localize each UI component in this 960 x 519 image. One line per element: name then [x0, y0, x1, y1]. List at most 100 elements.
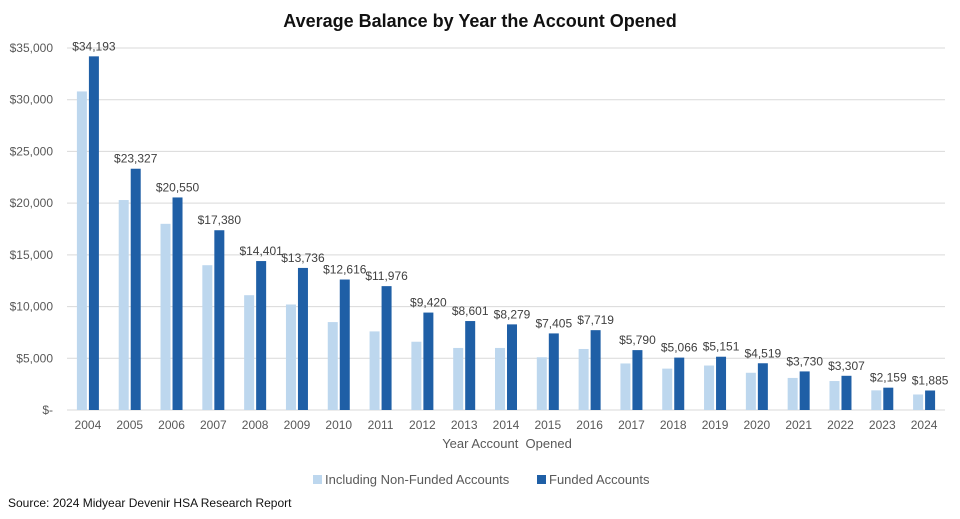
- x-tick-label: 2016: [576, 418, 603, 432]
- x-tick-label: 2020: [744, 418, 771, 432]
- x-tick-label: 2014: [493, 418, 520, 432]
- data-label-2020: $4,519: [745, 346, 782, 360]
- x-tick-label: 2011: [368, 418, 394, 432]
- bar-nonfunded-2013: [453, 347, 464, 410]
- bar-nonfunded-2012: [411, 341, 422, 410]
- x-tick-label: 2004: [75, 418, 102, 432]
- bar-nonfunded-2006: [160, 223, 171, 410]
- bar-nonfunded-2004: [76, 91, 87, 410]
- bar-funded-2020: [757, 363, 768, 410]
- gridlines: [67, 47, 945, 411]
- y-tick-label: $30,000: [10, 93, 54, 107]
- data-label-2010: $12,616: [323, 263, 367, 277]
- x-tick-label: 2021: [785, 418, 812, 432]
- x-tick-label: 2005: [116, 418, 143, 432]
- data-label-2017: $5,790: [619, 333, 656, 347]
- bar-funded-2016: [590, 330, 601, 410]
- bar-nonfunded-2007: [202, 265, 213, 410]
- data-label-2021: $3,730: [786, 354, 823, 368]
- bar-funded-2005: [130, 168, 141, 410]
- bar-funded-2018: [674, 357, 685, 410]
- x-axis-ticks: 2004 2005 2006 2007 2008 2009 2010 2011 2012 2013…: [75, 418, 938, 432]
- y-tick-label: $20,000: [10, 196, 54, 210]
- y-axis-ticks: $- $5,000 $10,000 $15,000 $20,000 $25,000 $30,…: [10, 41, 54, 417]
- data-label-2015: $7,405: [535, 316, 572, 330]
- bar-nonfunded-2024: [913, 394, 924, 410]
- legend-swatch-1: [537, 475, 546, 484]
- x-axis-label: Year Account Opened: [442, 436, 572, 451]
- bar-funded-2006: [172, 197, 183, 410]
- x-tick-label: 2012: [409, 418, 436, 432]
- bar-nonfunded-2023: [871, 390, 882, 410]
- y-tick-label: $25,000: [10, 144, 54, 158]
- legend-swatch-0: [313, 475, 322, 484]
- bar-nonfunded-2005: [118, 200, 129, 410]
- legend-label-1: Funded Accounts: [549, 472, 650, 487]
- data-label-2016: $7,719: [577, 313, 614, 327]
- x-tick-label: 2024: [911, 418, 938, 432]
- x-tick-label: 2019: [702, 418, 729, 432]
- bar-funded-2008: [256, 261, 267, 410]
- bar-funded-2019: [716, 356, 727, 410]
- data-label-2024: $1,885: [912, 374, 949, 388]
- bar-funded-2012: [423, 312, 434, 410]
- bar-nonfunded-2022: [829, 381, 840, 410]
- x-tick-label: 2006: [158, 418, 185, 432]
- y-tick-label: $5,000: [16, 351, 53, 365]
- bar-nonfunded-2008: [244, 295, 255, 410]
- data-label-2022: $3,307: [828, 359, 865, 373]
- bar-funded-2017: [632, 350, 643, 410]
- data-label-2005: $23,327: [114, 152, 158, 166]
- bar-funded-2007: [214, 230, 225, 410]
- data-label-2019: $5,151: [703, 340, 740, 354]
- bar-funded-2024: [925, 390, 936, 410]
- source-note: Source: 2024 Midyear Devenir HSA Researc…: [8, 496, 292, 510]
- bar-nonfunded-2016: [578, 348, 589, 410]
- data-label-2011: $11,976: [365, 269, 408, 283]
- x-tick-label: 2018: [660, 418, 687, 432]
- data-label-2013: $8,601: [452, 304, 489, 318]
- legend: Including Non-Funded Accounts Funded Acco…: [313, 472, 650, 487]
- bar-funded-2009: [297, 267, 308, 410]
- bar-nonfunded-2020: [745, 372, 756, 410]
- bar-funded-2023: [883, 387, 894, 410]
- data-label-2012: $9,420: [410, 296, 447, 310]
- bar-funded-2022: [841, 375, 852, 410]
- bar-nonfunded-2021: [787, 377, 798, 410]
- bar-nonfunded-2018: [662, 368, 673, 410]
- bar-funded-2011: [381, 286, 392, 410]
- x-tick-label: 2007: [200, 418, 227, 432]
- y-tick-label: $10,000: [10, 300, 54, 314]
- x-tick-label: 2017: [618, 418, 645, 432]
- bar-nonfunded-2017: [620, 363, 631, 410]
- y-tick-label: $35,000: [10, 41, 54, 55]
- bars: [76, 56, 936, 411]
- x-tick-label: 2023: [869, 418, 896, 432]
- data-label-2006: $20,550: [156, 180, 200, 194]
- x-tick-label: 2008: [242, 418, 269, 432]
- bar-nonfunded-2010: [327, 322, 338, 410]
- bar-funded-2021: [799, 371, 810, 410]
- bar-funded-2010: [339, 279, 350, 410]
- data-label-2008: $14,401: [239, 244, 283, 258]
- y-tick-label: $-: [42, 403, 53, 417]
- bar-funded-2004: [88, 56, 99, 411]
- data-labels: $34,193 $23,327 $20,550 $17,380 $14,401$13,7…: [72, 39, 949, 387]
- x-tick-label: 2022: [827, 418, 854, 432]
- x-tick-label: 2010: [325, 418, 352, 432]
- bar-nonfunded-2014: [495, 347, 505, 410]
- data-label-2004: $34,193: [72, 39, 116, 53]
- data-label-2009: $13,736: [281, 251, 325, 265]
- bar-nonfunded-2015: [536, 357, 547, 410]
- y-tick-label: $15,000: [10, 248, 54, 262]
- data-label-2018: $5,066: [661, 341, 698, 355]
- x-tick-label: 2013: [451, 418, 478, 432]
- x-tick-label: 2009: [284, 418, 311, 432]
- x-tick-label: 2015: [534, 418, 561, 432]
- bar-nonfunded-2019: [704, 365, 715, 410]
- data-label-2023: $2,159: [870, 371, 907, 385]
- data-label-2014: $8,279: [494, 307, 531, 321]
- chart-title: Average Balance by Year the Account Open…: [283, 11, 676, 31]
- bar-funded-2015: [548, 333, 559, 410]
